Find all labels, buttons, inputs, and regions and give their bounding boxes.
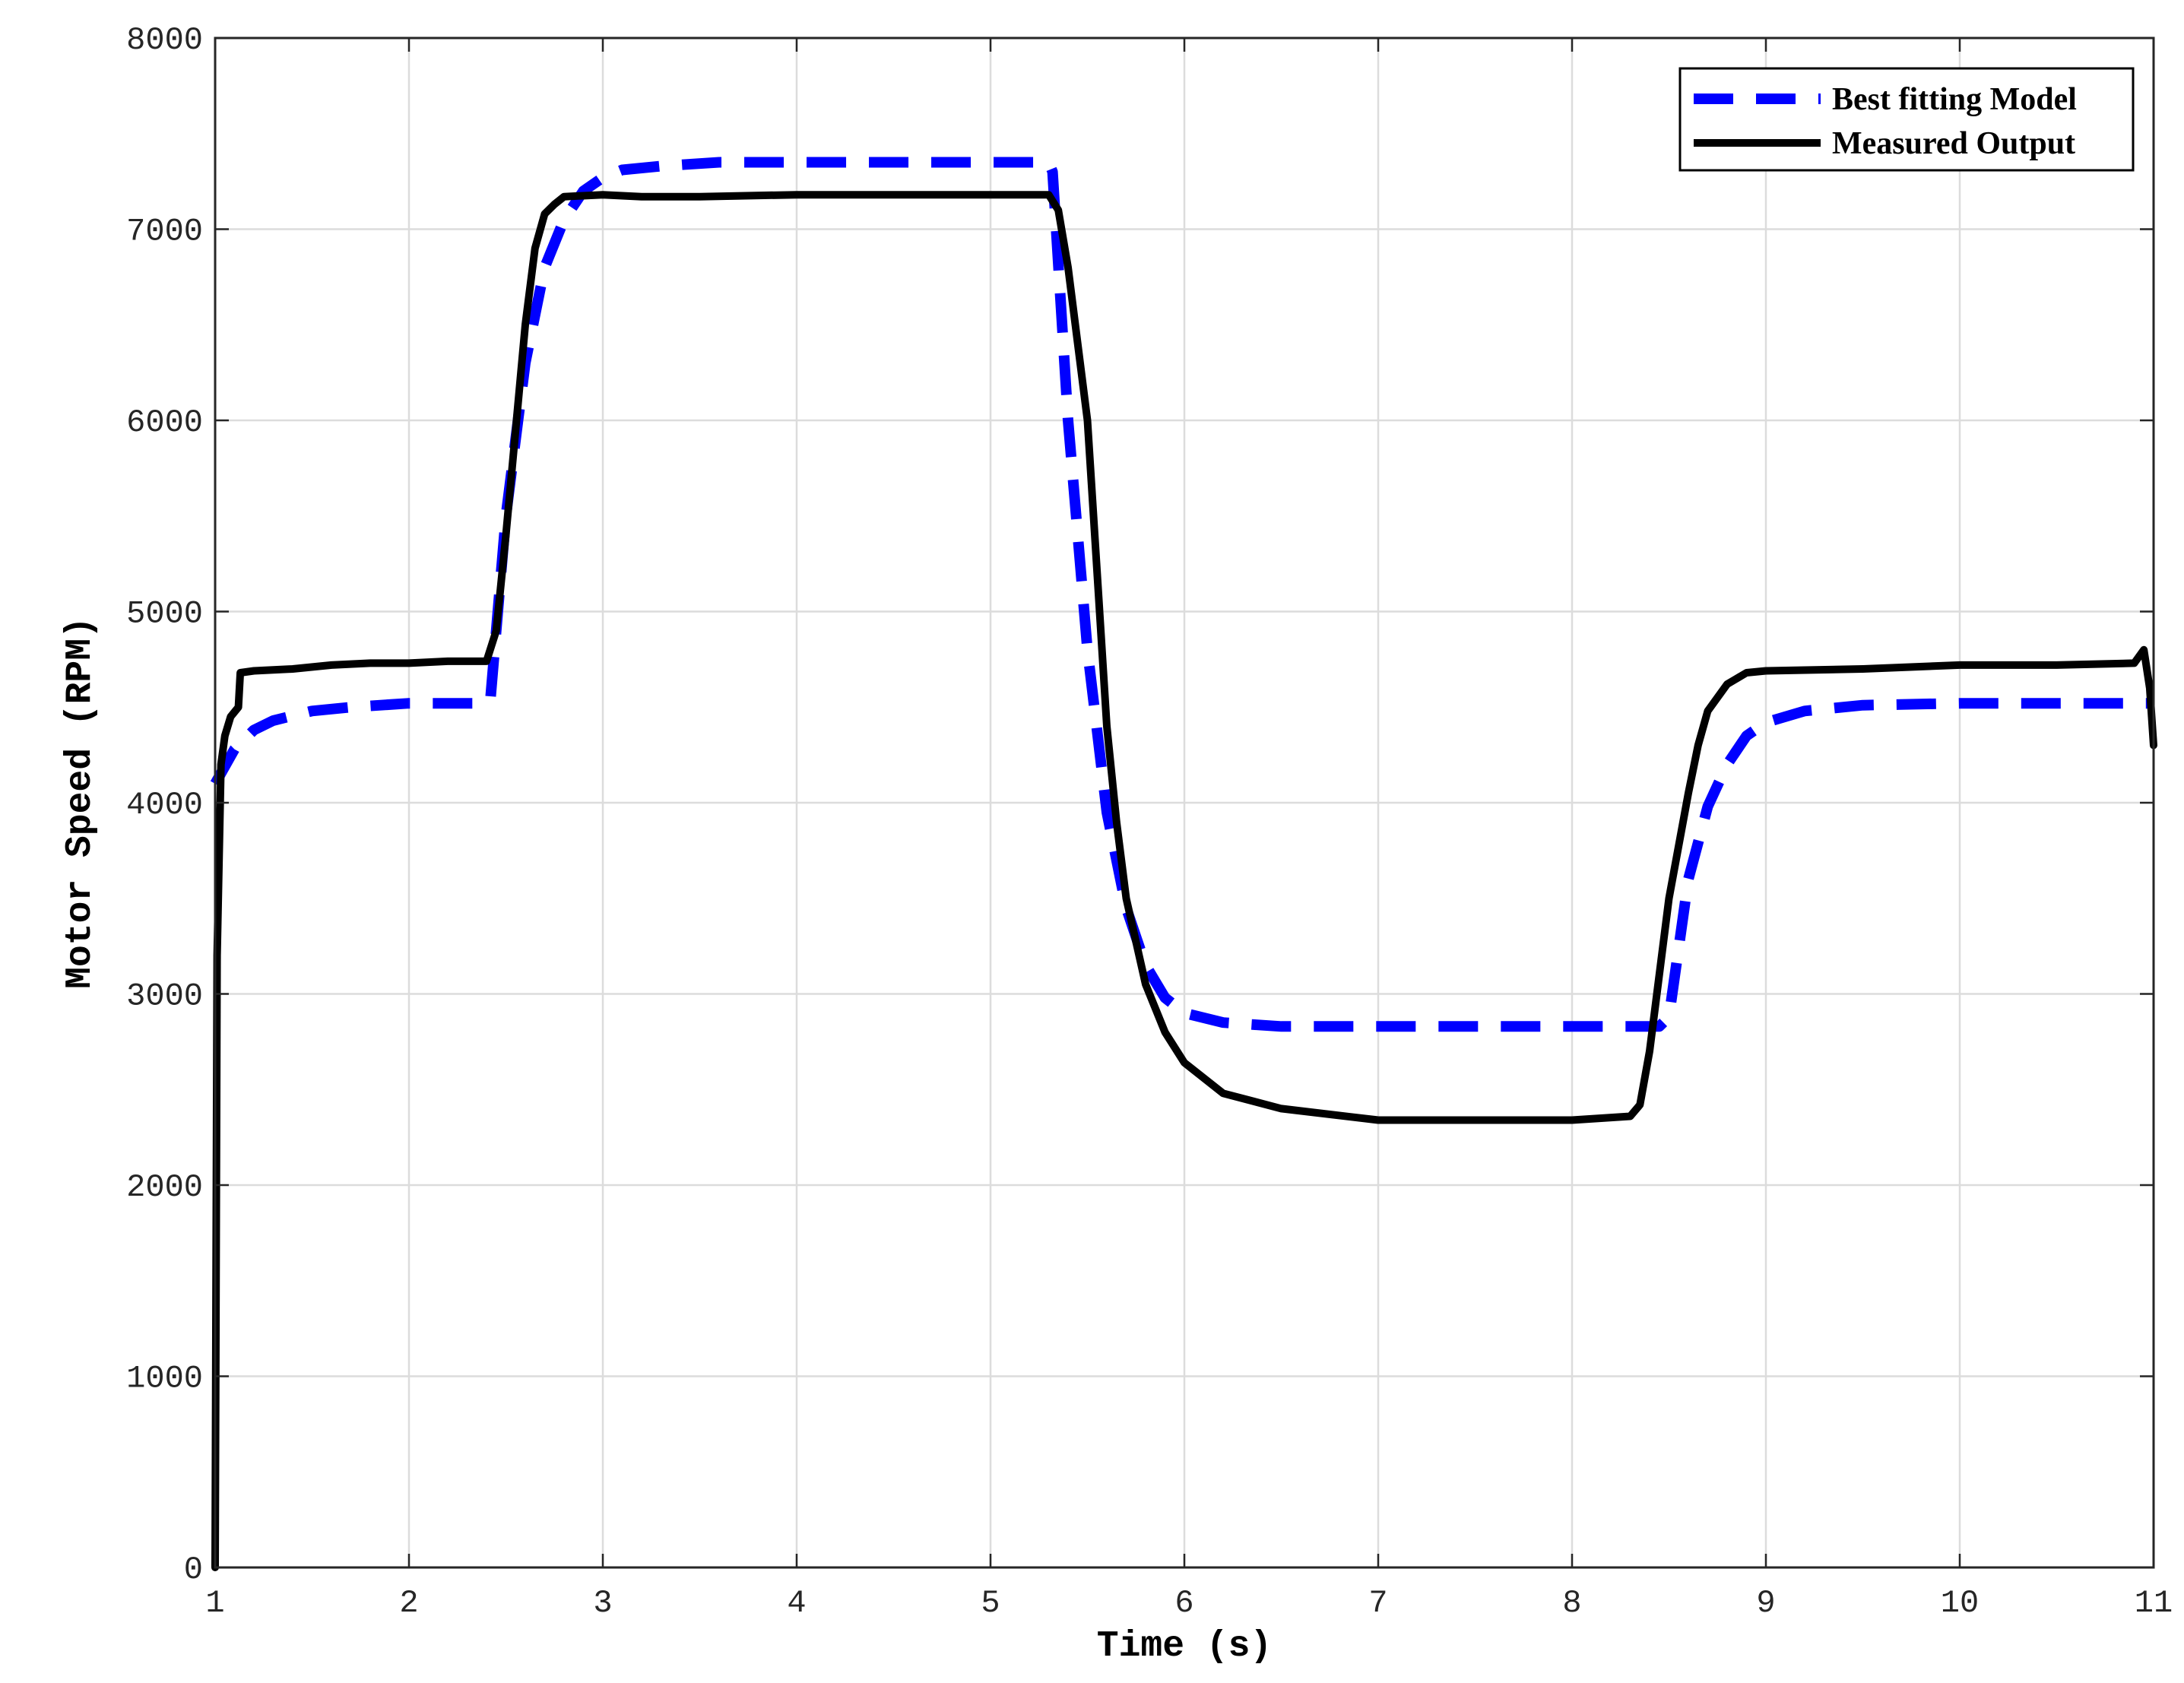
x-tick-label: 7 — [1368, 1585, 1387, 1621]
grid — [215, 38, 2154, 1567]
y-tick-label: 0 — [184, 1551, 203, 1588]
ticks — [214, 36, 2155, 1569]
legend: Best fitting Model Measured Output — [1678, 67, 2135, 172]
y-tick-label: 2000 — [126, 1169, 203, 1206]
x-tick-label: 9 — [1756, 1585, 1775, 1621]
legend-label-model: Best fitting Model — [1832, 82, 2077, 117]
x-tick-label: 1 — [205, 1585, 224, 1621]
y-axis-label: Motor Speed (RPM) — [60, 616, 101, 989]
x-axis-label: Time (s) — [1097, 1626, 1272, 1667]
x-tick-label: 3 — [593, 1585, 612, 1621]
y-tick-label: 3000 — [126, 978, 203, 1015]
x-tick-label: 6 — [1174, 1585, 1193, 1621]
legend-label-measured: Measured Output — [1832, 126, 2075, 161]
y-tick-label: 5000 — [126, 596, 203, 632]
x-tick-label: 10 — [1941, 1585, 1979, 1621]
x-tick-label: 2 — [399, 1585, 418, 1621]
legend-box — [1678, 67, 2135, 172]
y-tick-label: 1000 — [126, 1361, 203, 1397]
y-tick-label: 4000 — [126, 787, 203, 823]
x-tick-label: 5 — [981, 1585, 1000, 1621]
series-layer — [210, 157, 2157, 1571]
tick-labels: 1 2 3 4 5 6 7 8 9 10 11 0 1000 2000 3000 4000 5000 6000 70… — [126, 22, 2173, 1621]
x-tick-label: 4 — [787, 1585, 806, 1621]
y-tick-label: 6000 — [126, 404, 203, 441]
y-tick-label: 7000 — [126, 214, 203, 250]
series-line-measured — [211, 191, 2157, 1571]
series-line-model — [210, 157, 2154, 1032]
x-tick-label: 11 — [2135, 1585, 2173, 1621]
x-tick-label: 8 — [1562, 1585, 1581, 1621]
y-tick-label: 8000 — [126, 22, 203, 59]
